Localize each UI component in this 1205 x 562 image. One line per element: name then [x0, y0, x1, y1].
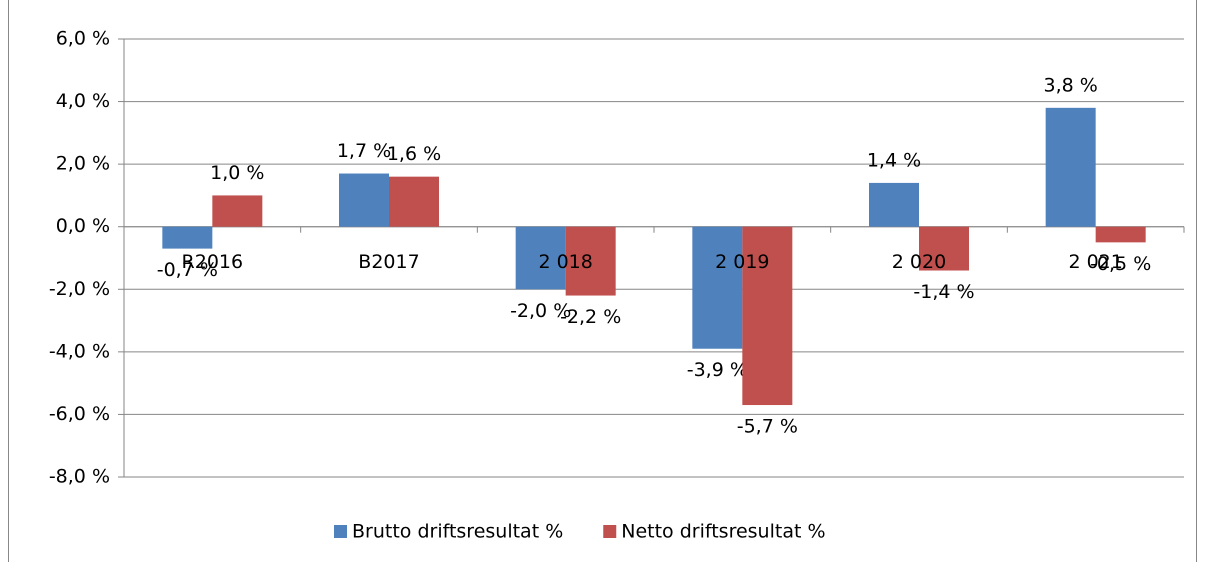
y-tick-label: -4,0 % [49, 340, 110, 362]
value-label: -1,4 % [913, 281, 974, 303]
x-tick-label: 2 018 [538, 251, 592, 273]
bar [742, 226, 793, 406]
value-label: 1,7 % [337, 140, 391, 162]
legend-swatch [334, 525, 347, 538]
value-label: -3,9 % [687, 359, 748, 381]
bar [515, 226, 566, 290]
bar [869, 182, 919, 227]
x-tick-label: B2017 [358, 251, 419, 273]
bar [212, 195, 263, 227]
bar [692, 226, 743, 349]
value-label: -2,0 % [510, 300, 571, 322]
value-label: 3,8 % [1044, 74, 1098, 96]
x-tick-label: 2 020 [892, 251, 946, 273]
bar [389, 176, 439, 227]
value-label: -0,7 % [157, 259, 218, 281]
y-tick-label: 0,0 % [56, 215, 110, 237]
bar [565, 226, 616, 296]
legend-label: Netto driftsresultat % [621, 521, 825, 543]
bar [919, 226, 969, 271]
value-label: -2,2 % [560, 306, 621, 328]
value-label: 1,0 % [210, 162, 264, 184]
x-tick-label: 2 019 [715, 251, 769, 273]
legend-label: Brutto driftsresultat % [352, 521, 563, 543]
x-tick-label: 2 021 [1068, 251, 1122, 273]
value-label: 1,6 % [387, 143, 441, 165]
y-tick-label: 6,0 % [56, 28, 110, 50]
legend-swatch [603, 525, 617, 538]
bar [162, 226, 213, 249]
value-label: -0,5 % [1090, 253, 1151, 275]
bar [339, 173, 389, 227]
value-label: -5,7 % [737, 416, 798, 438]
value-label: 1,4 % [867, 149, 921, 171]
y-tick-label: -8,0 % [49, 466, 110, 488]
chart-frame [8, 0, 1197, 562]
y-tick-label: 2,0 % [56, 153, 110, 175]
y-tick-label: -6,0 % [49, 403, 110, 425]
bar [1095, 226, 1146, 243]
y-tick-label: 4,0 % [56, 90, 110, 112]
bar [1045, 107, 1096, 227]
x-tick-label: R2016 [182, 251, 244, 273]
y-tick-label: -2,0 % [49, 278, 110, 300]
